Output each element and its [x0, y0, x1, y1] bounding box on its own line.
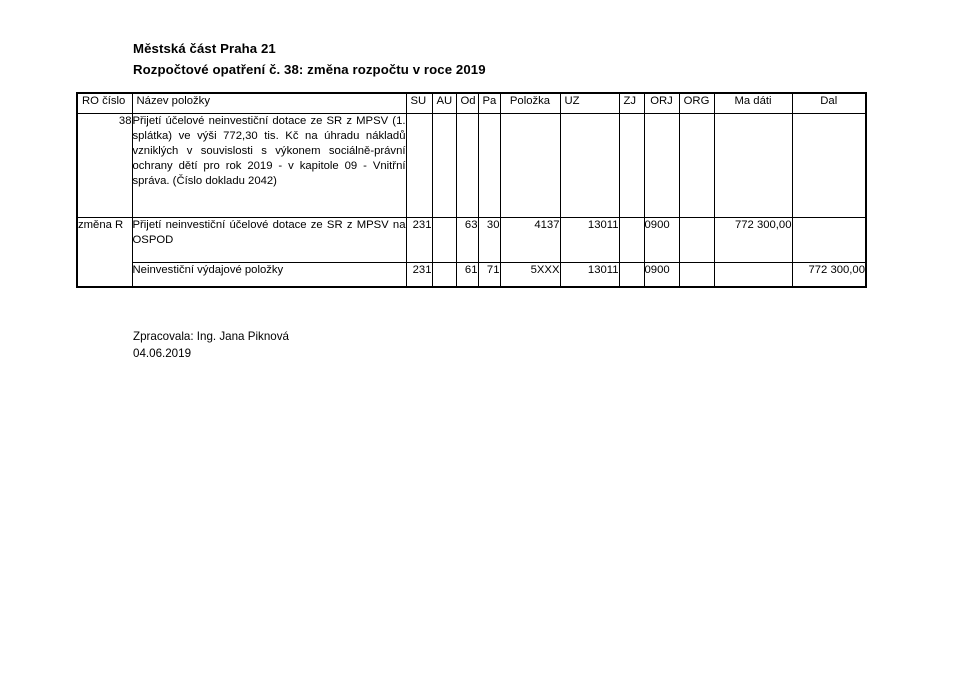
- column-header-orj: ORJ: [643, 92, 680, 114]
- table-header-row: RO číslo Název položky SU AU Od Pa Polož…: [76, 92, 867, 114]
- cell-su: 231: [405, 262, 433, 288]
- footer-prepared-by: Zpracovala: Ing. Jana Piknová: [133, 330, 289, 343]
- cell-uz: 13011: [559, 262, 620, 288]
- document-footer: Zpracovala: Ing. Jana Piknová 04.06.2019: [133, 329, 633, 362]
- cell-ro-cislo: změna R: [76, 217, 133, 288]
- heading-measure-title: Rozpočtové opatření č. 38: změna rozpočt…: [133, 62, 486, 77]
- cell-au: [431, 113, 457, 218]
- cell-nazev-polozky: Přijetí neinvestiční účelové dotace ze S…: [131, 217, 407, 263]
- cell-nazev-polozky: Neinvestiční výdajové položky: [131, 262, 407, 288]
- cell-zj: [618, 217, 645, 263]
- cell-org: [678, 217, 715, 263]
- cell-orj: [643, 113, 680, 218]
- column-header-ro-cislo: RO číslo: [76, 92, 133, 114]
- cell-zj: [618, 113, 645, 218]
- column-header-au: AU: [431, 92, 457, 114]
- cell-nazev-polozky: Přijetí účelové neinvestiční dotace ze S…: [131, 113, 407, 218]
- column-header-nazev-polozky: Název položky: [131, 92, 407, 114]
- cell-pa: [477, 113, 501, 218]
- budget-table-container: RO číslo Název položky SU AU Od Pa Polož…: [76, 92, 867, 288]
- cell-zj: [618, 262, 645, 288]
- cell-dal: 772 300,00: [791, 262, 867, 288]
- column-header-org: ORG: [678, 92, 715, 114]
- column-header-polozka: Položka: [499, 92, 561, 114]
- cell-od: 61: [455, 262, 479, 288]
- column-header-pa: Pa: [477, 92, 501, 114]
- cell-pa: 71: [477, 262, 501, 288]
- column-header-ma-dati: Ma dáti: [713, 92, 793, 114]
- cell-ma-dati: [713, 262, 793, 288]
- cell-org: [678, 113, 715, 218]
- heading-municipality: Městská část Praha 21: [133, 41, 276, 56]
- column-header-dal: Dal: [791, 92, 867, 114]
- cell-su: 231: [405, 217, 433, 263]
- cell-polozka: [499, 113, 561, 218]
- cell-ma-dati: 772 300,00: [713, 217, 793, 263]
- cell-od: 63: [455, 217, 479, 263]
- cell-uz: 13011: [559, 217, 620, 263]
- budget-table: RO číslo Název položky SU AU Od Pa Polož…: [76, 92, 867, 288]
- cell-orj: 0900: [643, 262, 680, 288]
- cell-org: [678, 262, 715, 288]
- column-header-uz: UZ: [559, 92, 620, 114]
- cell-au: [431, 217, 457, 263]
- cell-ma-dati: [713, 113, 793, 218]
- table-row: změna R Přijetí neinvestiční účelové dot…: [76, 217, 867, 288]
- cell-dal: [791, 217, 867, 263]
- table-row: 38 Přijetí účelové neinvestiční dotace z…: [76, 113, 867, 218]
- cell-au: [431, 262, 457, 288]
- cell-od: [455, 113, 479, 218]
- column-header-od: Od: [455, 92, 479, 114]
- document-heading: Městská část Praha 21 Rozpočtové opatřen…: [133, 38, 833, 80]
- cell-polozka: 5XXX: [499, 262, 561, 288]
- table-row: Neinvestiční výdajové položky 231 61 71 …: [77, 262, 867, 288]
- cell-dal: [791, 113, 867, 218]
- cell-pa: 30: [477, 217, 501, 263]
- column-header-su: SU: [405, 92, 433, 114]
- cell-orj: 0900: [643, 217, 680, 263]
- cell-polozka: 4137: [499, 217, 561, 263]
- cell-ro-cislo: 38: [76, 113, 133, 218]
- cell-uz: [559, 113, 620, 218]
- table-body: 38 Přijetí účelové neinvestiční dotace z…: [76, 113, 867, 288]
- column-header-zj: ZJ: [618, 92, 645, 114]
- cell-su: [405, 113, 433, 218]
- footer-date: 04.06.2019: [133, 346, 192, 360]
